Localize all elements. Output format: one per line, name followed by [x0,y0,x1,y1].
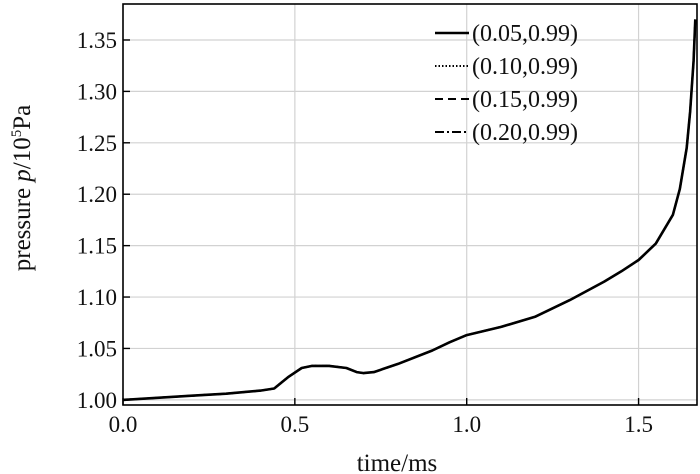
x-tick-label: 1.0 [452,412,481,437]
y-tick-label: 1.35 [77,28,117,53]
y-tick-label: 1.05 [77,336,117,361]
y-tick-label: 1.25 [77,131,117,156]
y-axis-title: pressure p/105Pa [9,105,36,272]
x-axis-title: time/ms [357,450,438,474]
y-axis-title-prefix: pressure [9,182,36,272]
plot-frame [122,3,698,406]
grid-lines [122,4,697,405]
series-line [122,19,697,401]
y-axis-title-unit-exponent: 5 [9,130,25,138]
x-tick-label: 1.5 [624,412,653,437]
y-axis-title-unit-tail: Pa [9,105,36,130]
series-line [122,19,697,402]
y-axis-title-symbol: p [9,169,36,184]
series-line [122,19,697,401]
legend-label: (0.20,0.99) [472,120,578,146]
series-line [122,19,697,401]
y-tick-label: 1.15 [77,234,117,259]
legend-label: (0.10,0.99) [472,54,578,80]
x-tick-label: 0.5 [280,412,309,437]
x-tick-label: 0.0 [109,412,138,437]
y-tick-label: 1.20 [77,182,117,207]
axis-ticks: 1.00 1.05 1.10 1.15 1.20 1.25 1.30 1.35 0.0 0.5 1.… [77,28,653,437]
legend-label: (0.05,0.99) [472,21,578,47]
legend: (0.05,0.99) (0.10,0.99) (0.15,0.99) (0.20,0… [435,21,578,146]
series-layer [122,19,697,402]
y-tick-label: 1.00 [77,388,117,413]
y-tick-label: 1.30 [77,79,117,104]
y-axis-title-unit-base: /10 [9,137,36,169]
legend-label: (0.15,0.99) [472,87,578,113]
y-tick-label: 1.10 [77,285,117,310]
